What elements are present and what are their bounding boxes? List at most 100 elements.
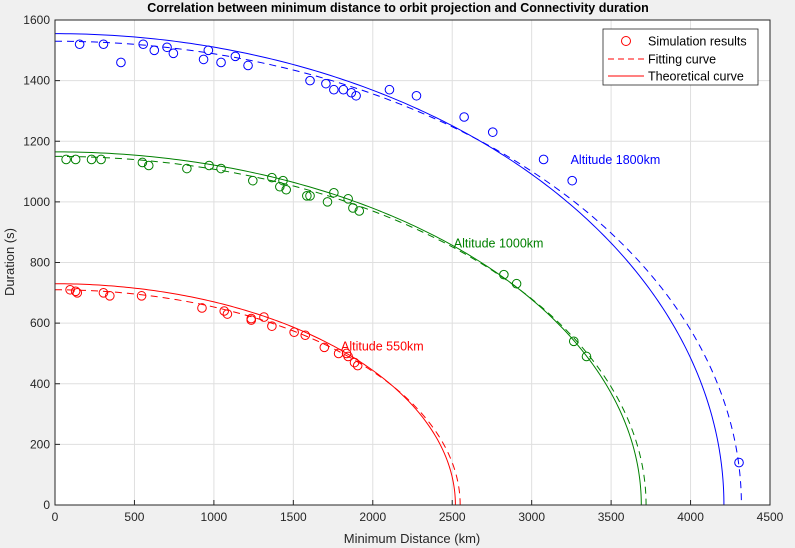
series-labels: Altitude 550km Altitude 1000km Altitude 18… xyxy=(341,153,660,353)
data-point xyxy=(568,336,579,347)
legend-marker-circle xyxy=(621,36,631,46)
data-point xyxy=(329,84,339,95)
data-point xyxy=(70,154,81,165)
legend-entry-fit: Fitting curve xyxy=(648,53,716,67)
x-tick-label: 1500 xyxy=(280,510,307,524)
y-tick-label: 1200 xyxy=(23,134,50,148)
y-tick-label: 200 xyxy=(30,437,50,451)
y-tick-label: 1400 xyxy=(23,74,50,88)
data-point xyxy=(511,278,522,289)
series-label-2: Altitude 1800km xyxy=(571,153,661,167)
data-point xyxy=(230,51,241,62)
data-point xyxy=(351,90,361,101)
x-tick-label: 2000 xyxy=(359,510,386,524)
data-point xyxy=(143,160,154,171)
series-label-1: Altitude 1000km xyxy=(454,236,544,250)
y-tick-label: 400 xyxy=(30,377,50,391)
data-point xyxy=(259,312,269,322)
data-point xyxy=(567,175,577,186)
data-point xyxy=(98,288,109,298)
data-point xyxy=(581,351,592,362)
data-point xyxy=(321,78,331,89)
data-point xyxy=(302,191,312,201)
data-point xyxy=(734,457,744,468)
x-tick-label: 1000 xyxy=(201,510,228,524)
series-label-0: Altitude 550km xyxy=(341,339,424,353)
data-point xyxy=(352,360,363,371)
data-point xyxy=(137,157,148,168)
theory-curve-2 xyxy=(54,33,725,506)
data-point xyxy=(74,39,85,50)
data-point xyxy=(275,181,285,192)
data-point xyxy=(203,45,214,56)
theory-curve-0 xyxy=(54,283,456,506)
x-tick-label: 2500 xyxy=(439,510,466,524)
data-point xyxy=(305,75,315,86)
data-point xyxy=(222,309,233,319)
points-layer xyxy=(61,39,744,468)
data-point xyxy=(348,203,358,213)
data-point xyxy=(197,303,207,313)
data-point xyxy=(278,175,288,186)
data-point xyxy=(105,291,115,301)
data-point xyxy=(343,351,353,362)
data-point xyxy=(116,57,126,68)
x-tick-label: 0 xyxy=(52,510,59,524)
data-point xyxy=(246,313,257,324)
y-tick-label: 0 xyxy=(43,498,50,512)
data-point xyxy=(411,90,422,101)
legend: Simulation results Fitting curve Theoret… xyxy=(602,28,759,86)
x-axis: 0 500 1000 1500 2000 2500 3000 3500 4000 4500 xyxy=(52,500,784,524)
data-point xyxy=(219,306,230,316)
x-tick-label: 4000 xyxy=(677,510,704,524)
y-axis: 0 200 400 600 800 1000 1200 1400 1600 xyxy=(23,13,60,512)
data-point xyxy=(96,154,106,165)
data-point xyxy=(182,163,192,174)
data-point xyxy=(149,45,160,56)
data-point xyxy=(216,163,226,174)
curves-layer xyxy=(54,33,742,506)
data-point xyxy=(349,357,360,368)
data-point xyxy=(61,154,71,165)
data-point xyxy=(168,48,179,59)
data-point xyxy=(354,206,365,216)
data-point xyxy=(204,160,214,171)
data-point xyxy=(198,54,209,65)
data-point xyxy=(86,154,97,165)
y-axis-label: Duration (s) xyxy=(2,228,17,296)
data-point xyxy=(267,172,277,183)
x-tick-label: 4500 xyxy=(757,510,784,524)
fit-curve-1 xyxy=(54,155,647,506)
data-point xyxy=(459,112,469,122)
y-tick-label: 1000 xyxy=(23,195,50,209)
data-point xyxy=(346,87,357,98)
data-point xyxy=(300,330,311,341)
legend-entry-theory: Theoretical curve xyxy=(648,70,744,84)
theory-curve-1 xyxy=(54,151,642,506)
data-point xyxy=(281,184,291,195)
legend-entry-sim: Simulation results xyxy=(648,35,747,49)
data-point xyxy=(305,191,315,201)
chart-title: Correlation between minimum distance to … xyxy=(147,1,648,15)
data-point xyxy=(289,327,299,338)
data-point xyxy=(70,286,81,297)
x-tick-label: 3000 xyxy=(518,510,545,524)
data-point xyxy=(267,321,277,331)
data-point xyxy=(333,348,344,359)
data-point xyxy=(487,127,498,137)
x-tick-label: 500 xyxy=(124,510,144,524)
data-point xyxy=(499,269,509,280)
data-point xyxy=(98,39,109,50)
x-tick-label: 3500 xyxy=(598,510,625,524)
data-point xyxy=(329,187,339,198)
data-point xyxy=(216,57,226,68)
data-point xyxy=(138,39,148,50)
y-tick-label: 1600 xyxy=(23,13,50,27)
y-tick-label: 600 xyxy=(30,316,50,330)
data-point xyxy=(343,194,353,204)
data-point xyxy=(72,288,83,298)
data-point xyxy=(162,42,172,53)
data-point xyxy=(322,197,333,207)
y-tick-label: 800 xyxy=(30,256,50,270)
data-point xyxy=(243,60,253,71)
